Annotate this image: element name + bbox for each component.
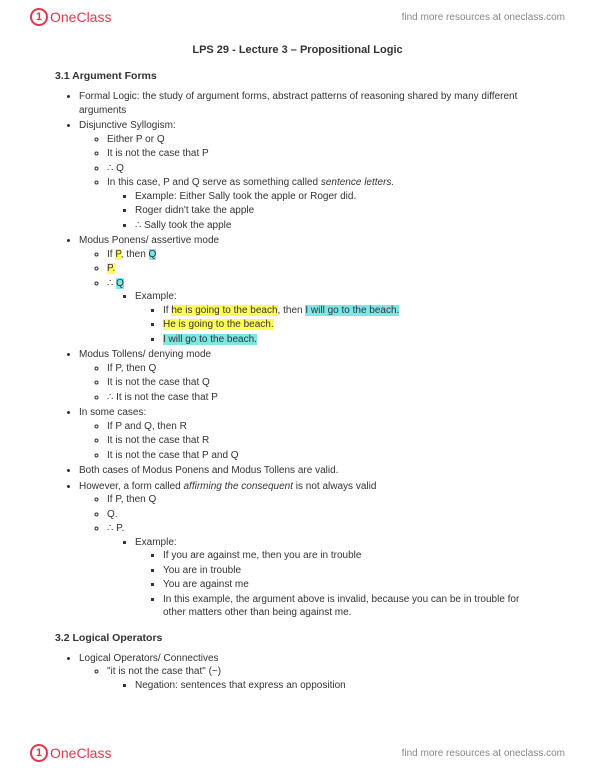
- highlight-cyan: Q: [149, 249, 157, 260]
- list-item: If you are against me, then you are in t…: [163, 549, 540, 563]
- text: Modus Tollens/ denying mode: [79, 349, 211, 360]
- highlight-cyan: I will go to the beach.: [305, 305, 399, 316]
- text: Example:: [135, 291, 177, 302]
- list-item: It is not the case that R: [107, 434, 540, 448]
- page-title: LPS 29 - Lecture 3 – Propositional Logic: [55, 44, 540, 56]
- section-3-2-list: Logical Operators/ Connectives "it is no…: [55, 652, 540, 693]
- header-link[interactable]: find more resources at oneclass.com: [402, 12, 565, 23]
- text: However, a form called: [79, 481, 184, 492]
- brand-logo-icon: 1: [30, 744, 48, 762]
- brand-logo-text: OneClass: [50, 745, 111, 761]
- list-item: It is not the case that Q: [107, 376, 540, 390]
- list-item: I will go to the beach.: [163, 333, 540, 347]
- footer-link[interactable]: find more resources at oneclass.com: [402, 748, 565, 759]
- list-item: Both cases of Modus Ponens and Modus Tol…: [79, 464, 540, 478]
- list-item: Disjunctive Syllogism: Either P or Q It …: [79, 119, 540, 232]
- brand-logo-text: OneClass: [50, 9, 111, 25]
- text: ∴ P.: [107, 523, 124, 534]
- text: , then: [121, 249, 149, 260]
- list-item: Q.: [107, 508, 540, 522]
- list-item: Example: Either Sally took the apple or …: [135, 190, 540, 204]
- list-item: However, a form called affirming the con…: [79, 480, 540, 620]
- section-heading-3-1: 3.1 Argument Forms: [55, 70, 540, 82]
- text: ∴: [107, 278, 116, 289]
- list-item: ∴ Q: [107, 162, 540, 176]
- list-item: Modus Ponens/ assertive mode If P, then …: [79, 234, 540, 346]
- section-heading-3-2: 3.2 Logical Operators: [55, 632, 540, 644]
- list-item: If P, then Q: [107, 362, 540, 376]
- text: Example:: [135, 537, 177, 548]
- page-footer: 1 OneClass find more resources at onecla…: [0, 736, 595, 770]
- highlight-yellow: P.: [107, 263, 115, 274]
- text: is not always valid: [296, 481, 377, 492]
- list-item: Example: If he is going to the beach, th…: [135, 290, 540, 346]
- list-item: Either P or Q: [107, 133, 540, 147]
- list-item: P.: [107, 262, 540, 276]
- text: In some cases:: [79, 407, 146, 418]
- list-item: He is going to the beach.: [163, 318, 540, 332]
- list-item: ∴ P. Example: If you are against me, the…: [107, 522, 540, 620]
- list-item: It is not the case that P: [107, 147, 540, 161]
- list-item: If P, then Q: [107, 248, 540, 262]
- list-item: In this case, P and Q serve as something…: [107, 176, 540, 232]
- list-item: Modus Tollens/ denying mode If P, then Q…: [79, 348, 540, 404]
- list-item: Negation: sentences that express an oppo…: [135, 679, 540, 693]
- highlight-cyan: Q: [116, 278, 124, 289]
- text: , then: [278, 305, 306, 316]
- list-item: In some cases: If P and Q, then R It is …: [79, 406, 540, 462]
- list-item: Example: If you are against me, then you…: [135, 536, 540, 620]
- list-item: ∴ It is not the case that P: [107, 391, 540, 405]
- text: Modus Ponens/ assertive mode: [79, 235, 219, 246]
- text: "it is not the case that" (~): [107, 666, 221, 677]
- highlight-cyan: I will go to the beach.: [163, 334, 257, 345]
- list-item: If P and Q, then R: [107, 420, 540, 434]
- italic-text: affirming the consequent: [184, 481, 296, 492]
- list-item: Logical Operators/ Connectives "it is no…: [79, 652, 540, 693]
- list-item: Formal Logic: the study of argument form…: [79, 90, 540, 117]
- list-item: ∴ Q Example: If he is going to the beach…: [107, 277, 540, 347]
- list-item: In this example, the argument above is i…: [163, 593, 540, 620]
- list-item: "it is not the case that" (~) Negation: …: [107, 665, 540, 692]
- section-3-1-list: Formal Logic: the study of argument form…: [55, 90, 540, 620]
- list-item: You are in trouble: [163, 564, 540, 578]
- text: Disjunctive Syllogism:: [79, 120, 176, 131]
- page-header: 1 OneClass find more resources at onecla…: [0, 0, 595, 34]
- list-item: You are against me: [163, 578, 540, 592]
- italic-text: sentence letters.: [321, 177, 394, 188]
- list-item: It is not the case that P and Q: [107, 449, 540, 463]
- brand-logo: 1 OneClass: [30, 744, 111, 762]
- highlight-yellow: He is going to the beach.: [163, 319, 274, 330]
- document-body: LPS 29 - Lecture 3 – Propositional Logic…: [0, 34, 595, 692]
- brand-logo: 1 OneClass: [30, 8, 111, 26]
- list-item: ∴ Sally took the apple: [135, 219, 540, 233]
- text: In this case, P and Q serve as something…: [107, 177, 321, 188]
- text: Logical Operators/ Connectives: [79, 653, 219, 664]
- brand-logo-icon: 1: [30, 8, 48, 26]
- list-item: Roger didn't take the apple: [135, 204, 540, 218]
- list-item: If P, then Q: [107, 493, 540, 507]
- highlight-yellow: he is going to the beach: [171, 305, 277, 316]
- list-item: If he is going to the beach, then I will…: [163, 304, 540, 318]
